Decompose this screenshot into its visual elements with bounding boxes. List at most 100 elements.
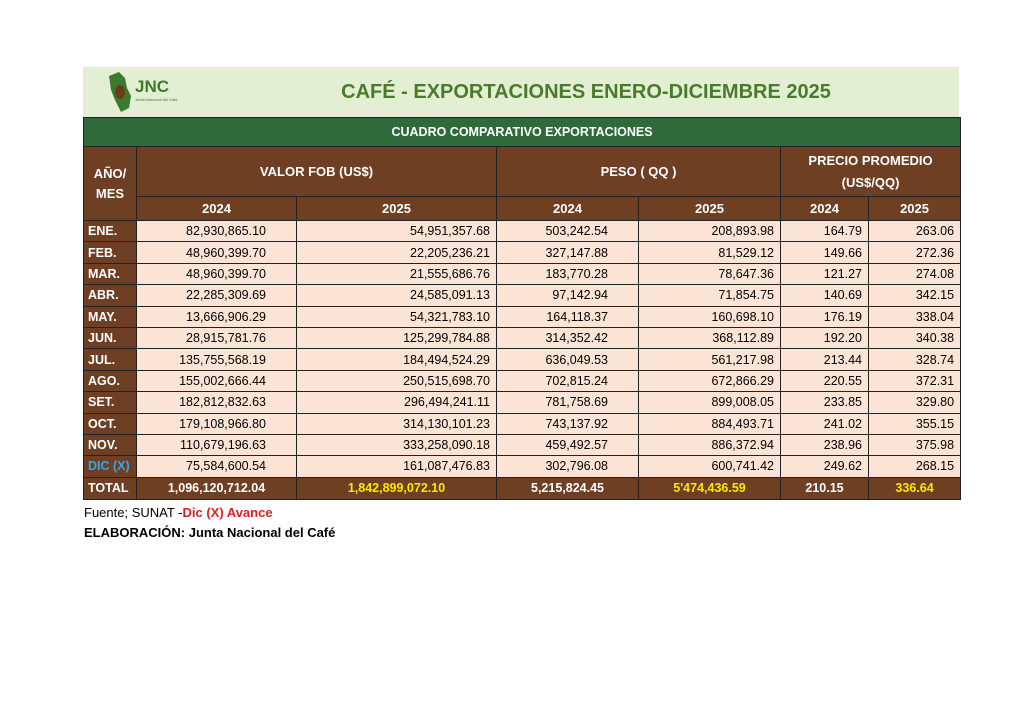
cell: 561,217.98 — [638, 348, 781, 371]
cell: 140.69 — [780, 284, 869, 307]
total-label: TOTAL — [83, 476, 137, 500]
cell: 48,960,399.70 — [136, 262, 297, 286]
logo-name: Junta Nacional del Café — [135, 97, 178, 102]
cell: 13,666,906.29 — [136, 305, 297, 328]
cell: 81,529.12 — [638, 241, 781, 264]
cell: 368,112.89 — [638, 326, 781, 350]
data-row: OCT. 179,108,966.80 314,130,101.23 743,137.… — [83, 412, 962, 435]
caption: CUADRO COMPARATIVO EXPORTACIONES — [82, 117, 962, 147]
data-row: AGO. 155,002,666.44 250,515,698.70 702,815.… — [83, 369, 962, 393]
cell: 184,494,524.29 — [296, 348, 497, 371]
month: FEB. — [83, 241, 137, 264]
cell: 274.08 — [867, 262, 962, 286]
month: DIC (X) — [83, 455, 137, 478]
group-row: AÑO/ MES VALOR FOB (US$) PESO ( QQ ) PRECIO… — [83, 146, 962, 221]
cell: 886,372.94 — [638, 433, 781, 457]
cell: 213.44 — [780, 348, 869, 371]
credit: ELABORACIÓN: Junta Nacional del Café — [84, 525, 336, 540]
cell: 78,647.36 — [638, 262, 781, 286]
cell: 121.27 — [780, 262, 869, 286]
note: Dic (X) Avance — [182, 505, 273, 520]
cell: 314,352.42 — [496, 326, 639, 350]
cell: 600,741.42 — [638, 455, 781, 478]
cell: 372.31 — [867, 369, 962, 393]
cell: 164,118.37 — [496, 305, 639, 328]
cell: 208,893.98 — [638, 219, 781, 243]
month: AGO. — [83, 369, 137, 393]
cell: 71,854.75 — [638, 284, 781, 307]
cell: 268.15 — [867, 455, 962, 478]
row-header: AÑO/ MES — [83, 146, 137, 221]
cell: 302,796.08 — [496, 455, 639, 478]
month: SET. — [83, 391, 137, 414]
source-line: Fuente; SUNAT -Dic (X) Avance — [84, 503, 335, 523]
cell: 54,951,357.68 — [296, 219, 497, 243]
total-cell: 210.15 — [780, 476, 869, 500]
cell: 250,515,698.70 — [296, 369, 497, 393]
cell: 97,142.94 — [496, 284, 639, 307]
year-header: 2024 — [780, 196, 869, 221]
cell: 884,493.71 — [638, 412, 781, 435]
cell: 328.74 — [867, 348, 962, 371]
data-row: SET. 182,812,832.63 296,494,241.11 781,758.… — [83, 391, 962, 414]
year-row: 2024 2025 2024 2025 2024 2025 — [84, 196, 962, 221]
year-header: 2025 — [638, 196, 781, 221]
month: NOV. — [83, 433, 137, 457]
cell: 164.79 — [780, 219, 869, 243]
cell: 125,299,784.88 — [296, 326, 497, 350]
total-cell: 336.64 — [867, 476, 962, 500]
month: ENE. — [83, 219, 137, 243]
cell: 459,492.57 — [496, 433, 639, 457]
cell: 702,815.24 — [496, 369, 639, 393]
cell: 149.66 — [780, 241, 869, 264]
data-row: MAY. 13,666,906.29 54,321,783.10 164,118.37… — [83, 305, 962, 328]
total-row: TOTAL 1,096,120,712.04 1,842,899,072.10 5,2… — [83, 476, 962, 500]
data-row: ABR. 22,285,309.69 24,585,091.13 97,142.94 7… — [83, 284, 962, 307]
group-header: PESO ( QQ ) — [496, 146, 781, 197]
source: Fuente; SUNAT - — [84, 505, 183, 520]
data-row: ENE. 82,930,865.10 54,951,357.68 503,242.54… — [83, 219, 962, 243]
cell: 161,087,476.83 — [296, 455, 497, 478]
cell: 781,758.69 — [496, 391, 639, 414]
month: MAR. — [83, 262, 137, 286]
cell: 327,147.88 — [496, 241, 639, 264]
caption-row: CUADRO COMPARATIVO EXPORTACIONES — [82, 117, 962, 147]
cell: 272.36 — [867, 241, 962, 264]
cell: 183,770.28 — [496, 262, 639, 286]
month: OCT. — [83, 412, 137, 435]
year-header: 2024 — [136, 196, 297, 221]
year-header: 2025 — [296, 196, 497, 221]
cell: 314,130,101.23 — [296, 412, 497, 435]
cell: 110,679,196.63 — [136, 433, 297, 457]
total-cell: 5'474,436.59 — [638, 476, 781, 500]
cell: 182,812,832.63 — [136, 391, 297, 414]
total-cell: 5,215,824.45 — [496, 476, 639, 500]
data-row: JUN. 28,915,781.76 125,299,784.88 314,352.4… — [83, 326, 962, 350]
data-row: JUL. 135,755,568.19 184,494,524.29 636,049.… — [83, 348, 962, 371]
cell: 238.96 — [780, 433, 869, 457]
cell: 135,755,568.19 — [136, 348, 297, 371]
cell: 192.20 — [780, 326, 869, 350]
logo-acronym: JNC — [135, 77, 169, 96]
cell: 338.04 — [867, 305, 962, 328]
cell: 176.19 — [780, 305, 869, 328]
data-row: MAR. 48,960,399.70 21,555,686.76 183,770.28… — [83, 262, 962, 286]
cell: 636,049.53 — [496, 348, 639, 371]
footer: Fuente; SUNAT -Dic (X) Avance ELABORACIÓ… — [84, 503, 335, 543]
cell: 220.55 — [780, 369, 869, 393]
cell: 21,555,686.76 — [296, 262, 497, 286]
cell: 342.15 — [867, 284, 962, 307]
title: CAFÉ - EXPORTACIONES ENERO-DICIEMBRE 202… — [341, 81, 831, 103]
data-row: FEB. 48,960,399.70 22,205,236.21 327,147.88… — [83, 241, 962, 264]
year-header: 2025 — [867, 196, 962, 221]
cell: 75,584,600.54 — [136, 455, 297, 478]
export-table: CUADRO COMPARATIVO EXPORTACIONES AÑO/ MES… — [82, 117, 962, 500]
month: JUN. — [83, 326, 137, 350]
header: JNC Junta Nacional del Café CAFÉ - EXPOR… — [83, 67, 959, 117]
group-header: PRECIO PROMEDIO (US$/QQ) — [779, 146, 962, 197]
total-cell: 1,842,899,072.10 — [296, 476, 497, 500]
total-cell: 1,096,120,712.04 — [136, 476, 297, 500]
group-header: VALOR FOB (US$) — [136, 146, 497, 197]
cell: 263.06 — [867, 219, 962, 243]
